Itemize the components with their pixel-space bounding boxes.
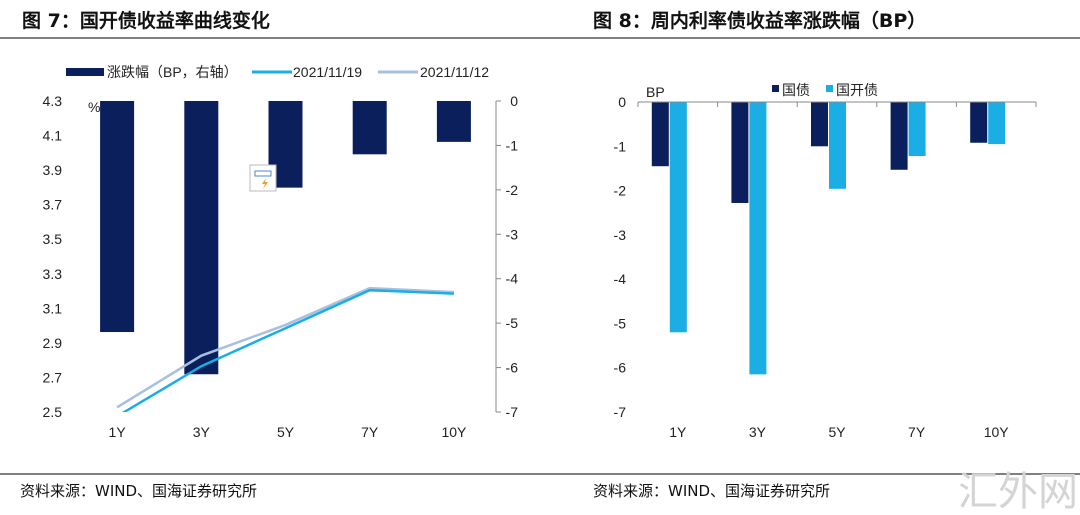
right-axis-tick-label: -2 [506,182,519,198]
bar-国债-1Y [651,102,669,167]
bar-国开债-7Y [908,102,926,157]
right-axis-tick-label: -7 [506,404,519,420]
bar-国债-7Y [890,102,908,170]
right-axis-tick-label: -1 [506,137,519,153]
y-axis-tick-label: -5 [614,315,627,331]
x-axis-tick-label: 10Y [984,424,1010,440]
bar-国债-5Y [811,102,828,147]
left-axis-tick-label: 2.9 [43,335,63,351]
right-axis-tick-label: -5 [506,315,519,331]
x-axis-tick-label: 1Y [669,424,687,440]
bar-change-3Y [184,101,219,375]
left-axis-tick-label: 3.3 [43,266,63,282]
x-axis-tick-label: 5Y [828,424,846,440]
y-axis-tick-label: -3 [614,227,627,243]
line-2021-11-12 [116,286,454,409]
bar-change-10Y [436,101,471,142]
figure-8-title: 图 8：周内利率债收益率涨跌幅（BP） [593,9,926,32]
bar-国开债-1Y [669,102,687,333]
left-axis-unit: % [88,99,100,115]
legend-label: 国开债 [836,82,878,98]
y-axis-tick-label: -4 [614,271,627,287]
figure-8-source: 资料来源：WIND、国海证券研究所 [593,482,830,500]
left-axis-tick-label: 3.1 [43,300,63,316]
figure-7-chart: 4.3 4.1 3.9 3.7 3.5 3.3 3.1 2.9 2.7 2.5% 0 -1 -2 -3 -4… [43,64,519,440]
image-placeholder-icon [249,164,277,192]
y-axis-tick-label: -7 [614,404,627,420]
x-axis-tick-label: 10Y [441,424,467,440]
left-axis-tick-label: 3.5 [43,231,63,247]
bar-国开债-5Y [829,102,846,189]
x-axis-tick-label: 7Y [361,424,379,440]
bar-国债-10Y [970,102,988,143]
bar-国债-3Y [731,102,749,203]
left-axis-tick-label: 2.7 [43,369,63,385]
legend-swatch [772,85,779,92]
y-axis-tick-label: -1 [614,138,627,154]
bar-国开债-3Y [749,102,767,375]
figure-8-chart: 0 -1 -2 -3 -4 -5 -6 -7 BP 1Y 3Y 5Y 7Y 10Y 国债 国开债 [614,82,1037,440]
legend-label: 涨跌幅（BP，右轴） [107,64,238,80]
legend-label: 国债 [782,82,810,98]
left-axis-tick-label: 2.5 [43,404,63,420]
legend-swatch [826,85,833,92]
bar-change-1Y [100,101,135,333]
y-axis-unit: BP [646,84,665,100]
left-axis-tick-label: 4.3 [43,93,63,109]
right-axis-tick-label: -6 [506,360,519,376]
line-2021-11-19 [121,288,454,412]
bar-change-7Y [352,101,387,155]
y-axis-tick-label: -6 [614,360,627,376]
x-axis-tick-label: 3Y [193,424,211,440]
figure-7-title: 图 7：国开债收益率曲线变化 [22,9,270,32]
y-axis-tick-label: 0 [618,94,626,110]
x-axis-tick-label: 1Y [109,424,127,440]
right-axis-tick-label: -3 [506,226,519,242]
legend-label: 2021/11/12 [420,64,489,80]
watermark-logo: 汇外网 [958,470,1078,514]
x-axis-tick-label: 3Y [749,424,767,440]
figure-7-source: 资料来源：WIND、国海证券研究所 [20,482,257,500]
legend-swatch-bar [66,68,104,76]
right-axis-tick-label: -4 [506,271,519,287]
left-axis-tick-label: 4.1 [43,128,63,144]
bar-国开债-10Y [988,102,1006,145]
right-axis-tick-label: 0 [510,93,518,109]
legend-label: 2021/11/19 [293,64,362,80]
left-axis-tick-label: 3.7 [43,197,63,213]
x-axis-tick-label: 5Y [277,424,295,440]
left-axis-tick-label: 3.9 [43,162,63,178]
y-axis-tick-label: -2 [614,183,627,199]
x-axis-tick-label: 7Y [908,424,926,440]
